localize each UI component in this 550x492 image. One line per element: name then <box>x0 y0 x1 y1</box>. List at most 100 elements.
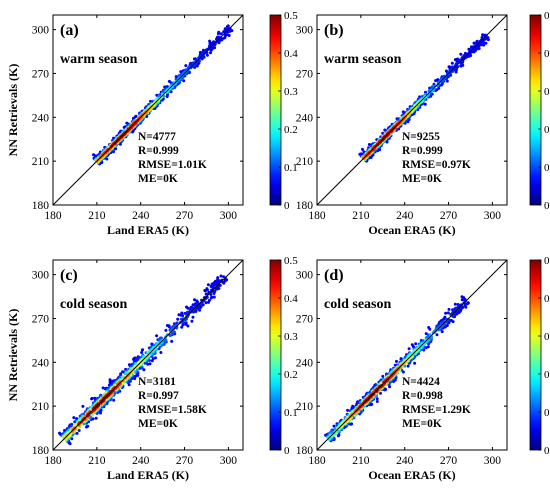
data-point <box>89 407 93 411</box>
colorbar-tick-label: 0.1 <box>544 407 550 419</box>
data-point <box>201 303 205 307</box>
data-point <box>447 307 451 311</box>
y-tick-label: 180 <box>32 200 50 212</box>
one-to-one-line <box>316 259 508 451</box>
colorbar-tick-label: 0.2 <box>284 369 298 381</box>
panel-b: 180 210 240 270 300 180 210 240 270 300 Ocean ERA5… <box>296 10 550 237</box>
data-point <box>182 79 186 83</box>
data-point <box>112 136 116 140</box>
x-tick-label: 300 <box>484 210 502 222</box>
x-tick-label: 300 <box>220 210 238 222</box>
data-point <box>155 334 159 338</box>
y-tick-label: 270 <box>296 313 314 325</box>
data-point <box>75 417 79 421</box>
data-point <box>198 50 202 54</box>
data-point <box>424 332 428 336</box>
colorbar-tick-label: 0 <box>544 200 550 212</box>
data-point <box>181 314 185 318</box>
data-point <box>406 364 410 368</box>
x-tick-label: 270 <box>440 455 458 467</box>
season-annotation: warm season <box>60 52 138 67</box>
data-point <box>205 53 209 57</box>
y-axis-label: NN Retrievals (K) <box>6 64 20 157</box>
x-tick-label: 240 <box>132 455 150 467</box>
x-tick-label: 240 <box>132 210 150 222</box>
statistic-label: ME=0K <box>402 173 442 185</box>
data-point <box>81 404 85 408</box>
data-point <box>429 92 433 96</box>
data-point <box>332 424 336 428</box>
x-axis-label: Ocean ERA5 (K) <box>368 468 455 482</box>
y-tick-label: 210 <box>32 156 50 168</box>
x-tick-label: 180 <box>44 210 62 222</box>
y-tick-label: 300 <box>32 270 50 282</box>
data-point <box>78 418 82 422</box>
colorbar-tick-label: 0.2 <box>544 369 550 381</box>
panel-a: 180 210 240 270 300 180 210 240 270 300 Land ERA5 … <box>6 10 298 237</box>
colorbar <box>269 259 282 451</box>
data-point <box>168 334 172 337</box>
colorbar-tick-label: 0.3 <box>544 331 550 343</box>
data-point <box>461 298 465 302</box>
data-point <box>75 431 79 435</box>
x-tick-label: 270 <box>176 455 194 467</box>
data-point <box>435 78 439 82</box>
x-tick-label: 210 <box>88 210 106 222</box>
data-point <box>108 378 112 382</box>
data-point <box>454 70 458 74</box>
y-tick-label: 300 <box>296 25 314 37</box>
data-point <box>184 321 188 325</box>
data-point <box>336 429 340 433</box>
x-axis-label: Land ERA5 (K) <box>107 468 189 482</box>
y-tick-label: 180 <box>32 445 50 457</box>
x-tick-label: 210 <box>88 455 106 467</box>
data-point <box>101 386 105 390</box>
data-point <box>446 311 450 315</box>
data-point <box>361 147 364 151</box>
statistic-label: R=0.999 <box>402 145 443 157</box>
statistic-label: R=0.997 <box>138 390 179 402</box>
data-point <box>129 367 133 371</box>
colorbar-tick-label: 0.5 <box>544 10 550 22</box>
one-to-one-line <box>316 14 508 206</box>
data-point <box>459 64 463 68</box>
x-tick-label: 270 <box>440 210 458 222</box>
data-point <box>191 315 195 319</box>
colorbar-tick-label: 0.3 <box>284 86 298 98</box>
data-point <box>381 374 385 378</box>
data-point <box>184 64 188 68</box>
panel-letter: (a) <box>60 22 79 39</box>
data-point <box>209 51 212 55</box>
y-tick-label: 240 <box>296 112 314 124</box>
y-tick-label: 210 <box>296 401 314 413</box>
data-point <box>428 327 432 331</box>
colorbar-tick-label: 0.5 <box>284 255 298 267</box>
data-point <box>226 24 230 28</box>
season-annotation: warm season <box>324 52 402 67</box>
statistic-label: RMSE=1.01K <box>138 159 207 171</box>
colorbar-tick-label: 0.3 <box>284 331 298 343</box>
x-tick-label: 180 <box>44 455 62 467</box>
x-tick-label: 300 <box>484 455 502 467</box>
colorbar <box>529 14 542 206</box>
data-point <box>85 425 88 429</box>
data-point <box>442 317 446 321</box>
y-tick-label: 210 <box>32 401 50 413</box>
statistic-label: N=3181 <box>138 376 176 388</box>
data-point <box>407 347 411 351</box>
data-point <box>179 70 183 74</box>
data-point <box>154 356 157 360</box>
x-tick-label: 180 <box>308 455 326 467</box>
panel-d: 180 210 240 270 300 180 210 240 270 300 Ocean ERA5… <box>296 255 550 482</box>
season-annotation: cold season <box>324 297 392 312</box>
statistic-label: R=0.998 <box>402 390 443 402</box>
panel-letter: (b) <box>324 22 344 39</box>
colorbar-tick-label: 0.2 <box>284 124 298 136</box>
data-point <box>219 32 223 36</box>
colorbar <box>529 259 542 451</box>
y-tick-label: 300 <box>32 25 50 37</box>
one-to-one-line <box>52 14 244 206</box>
colorbar-tick-label: 0.4 <box>544 48 550 60</box>
data-point <box>159 351 163 354</box>
